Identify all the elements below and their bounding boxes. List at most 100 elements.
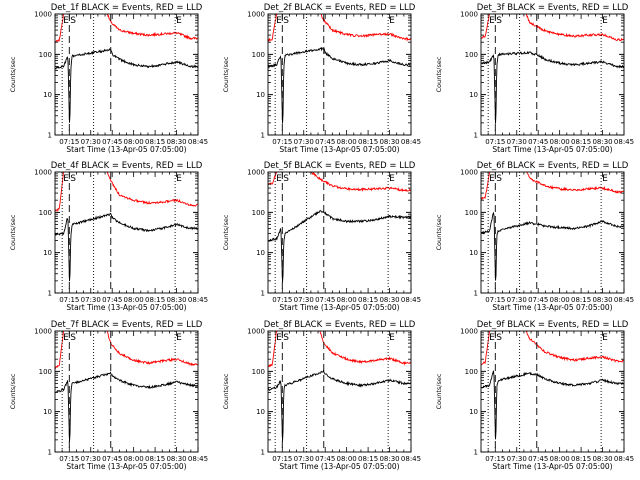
marker-label: E bbox=[602, 333, 608, 343]
lld-rate-line bbox=[481, 331, 624, 365]
plot-area bbox=[481, 14, 624, 135]
plot-frame bbox=[54, 171, 199, 294]
x-tick-label: 08:15 bbox=[145, 455, 165, 463]
y-tick-label: 100 bbox=[39, 209, 52, 217]
y-axis-label: Counts/sec bbox=[435, 56, 443, 92]
y-tick-label: 100 bbox=[252, 209, 265, 217]
x-tick-label: 07:45 bbox=[315, 455, 335, 463]
x-tick-label: 08:45 bbox=[614, 138, 634, 146]
y-axis-label: Counts/sec bbox=[9, 56, 17, 92]
y-tick-label: 10 bbox=[256, 91, 265, 99]
x-tick-label: 07:30 bbox=[507, 296, 527, 304]
x-tick-label: 07:15 bbox=[485, 455, 505, 463]
x-tick-label: 08:00 bbox=[124, 296, 144, 304]
x-axis-label: Start Time (13-Apr-05 07:05:00) bbox=[279, 462, 399, 471]
x-tick-label: 07:45 bbox=[102, 296, 122, 304]
x-tick-label: 07:30 bbox=[507, 138, 527, 146]
x-tick-label: 07:45 bbox=[102, 138, 122, 146]
marker-label: S bbox=[70, 174, 76, 184]
y-tick-label: 1000 bbox=[460, 11, 478, 19]
y-tick-label: 10 bbox=[256, 249, 265, 257]
x-tick-label: 07:15 bbox=[59, 138, 79, 146]
marker-label: E bbox=[276, 333, 282, 343]
y-tick-label: 1 bbox=[474, 132, 478, 140]
x-tick-label: 08:45 bbox=[401, 296, 421, 304]
marker-label: S bbox=[496, 16, 502, 26]
panel-title: Det_1f BLACK = Events, RED = LLD bbox=[51, 3, 203, 13]
lld-rate-line bbox=[55, 331, 198, 370]
marker-label: E bbox=[176, 174, 182, 184]
x-tick-label: 08:00 bbox=[550, 296, 570, 304]
y-tick-label: 10 bbox=[43, 91, 52, 99]
y-axis-label: Counts/sec bbox=[222, 56, 230, 92]
marker-label: E bbox=[389, 333, 395, 343]
y-tick-label: 1 bbox=[261, 132, 265, 140]
x-axis-label: Start Time (13-Apr-05 07:05:00) bbox=[492, 303, 612, 312]
plot-frame bbox=[480, 171, 625, 294]
x-tick-label: 07:30 bbox=[81, 455, 101, 463]
marker-label: E bbox=[276, 174, 282, 184]
y-tick-label: 1 bbox=[261, 290, 265, 298]
lld-rate-line bbox=[268, 331, 411, 368]
event-rate-line bbox=[268, 209, 411, 283]
x-tick-label: 07:15 bbox=[272, 296, 292, 304]
panel-title: Det_7f BLACK = Events, RED = LLD bbox=[51, 320, 203, 330]
y-tick-label: 1 bbox=[48, 132, 52, 140]
y-tick-label: 10 bbox=[469, 249, 478, 257]
x-tick-label: 07:45 bbox=[528, 455, 548, 463]
y-tick-label: 1000 bbox=[34, 328, 52, 336]
x-tick-label: 07:15 bbox=[272, 138, 292, 146]
marker-label: S bbox=[70, 333, 76, 343]
y-tick-label: 1000 bbox=[460, 328, 478, 336]
plot-area bbox=[481, 172, 624, 293]
marker-label: E bbox=[489, 333, 495, 343]
x-tick-label: 08:30 bbox=[592, 296, 612, 304]
event-rate-line bbox=[55, 212, 198, 282]
x-tick-label: 08:30 bbox=[379, 296, 399, 304]
x-tick-label: 07:45 bbox=[102, 455, 122, 463]
plot-area bbox=[268, 331, 411, 452]
y-axis-label: Counts/sec bbox=[435, 214, 443, 250]
lld-rate-line bbox=[268, 14, 411, 43]
marker-label: E bbox=[602, 174, 608, 184]
marker-label: E bbox=[489, 16, 495, 26]
x-tick-label: 08:00 bbox=[124, 138, 144, 146]
marker-label: E bbox=[389, 174, 395, 184]
panel-title: Det_2f BLACK = Events, RED = LLD bbox=[264, 3, 416, 13]
x-tick-label: 08:30 bbox=[379, 455, 399, 463]
x-tick-label: 08:45 bbox=[401, 455, 421, 463]
x-tick-label: 08:30 bbox=[379, 138, 399, 146]
y-tick-label: 1000 bbox=[247, 11, 265, 19]
y-tick-label: 10 bbox=[469, 408, 478, 416]
x-tick-label: 08:15 bbox=[358, 296, 378, 304]
x-tick-label: 07:15 bbox=[272, 455, 292, 463]
marker-label: S bbox=[283, 16, 289, 26]
event-rate-line bbox=[55, 48, 198, 123]
x-tick-label: 07:45 bbox=[528, 138, 548, 146]
x-tick-label: 07:15 bbox=[59, 455, 79, 463]
x-tick-label: 07:45 bbox=[315, 296, 335, 304]
x-tick-label: 08:45 bbox=[188, 296, 208, 304]
x-tick-label: 08:30 bbox=[592, 455, 612, 463]
marker-label: E bbox=[176, 16, 182, 26]
x-tick-label: 08:15 bbox=[145, 296, 165, 304]
marker-label: S bbox=[283, 333, 289, 343]
marker-label: S bbox=[496, 174, 502, 184]
y-axis-label: Counts/sec bbox=[222, 214, 230, 250]
x-tick-label: 07:45 bbox=[315, 138, 335, 146]
y-axis-label: Counts/sec bbox=[9, 214, 17, 250]
marker-label: S bbox=[283, 174, 289, 184]
plot-area bbox=[481, 331, 624, 452]
panel-title: Det_8f BLACK = Events, RED = LLD bbox=[264, 320, 416, 330]
event-rate-line bbox=[55, 371, 198, 442]
plot-frame bbox=[267, 330, 412, 453]
lld-rate-line bbox=[55, 14, 198, 44]
x-tick-label: 07:30 bbox=[81, 296, 101, 304]
panel-title: Det_6f BLACK = Events, RED = LLD bbox=[477, 161, 629, 171]
x-tick-label: 08:30 bbox=[166, 138, 186, 146]
